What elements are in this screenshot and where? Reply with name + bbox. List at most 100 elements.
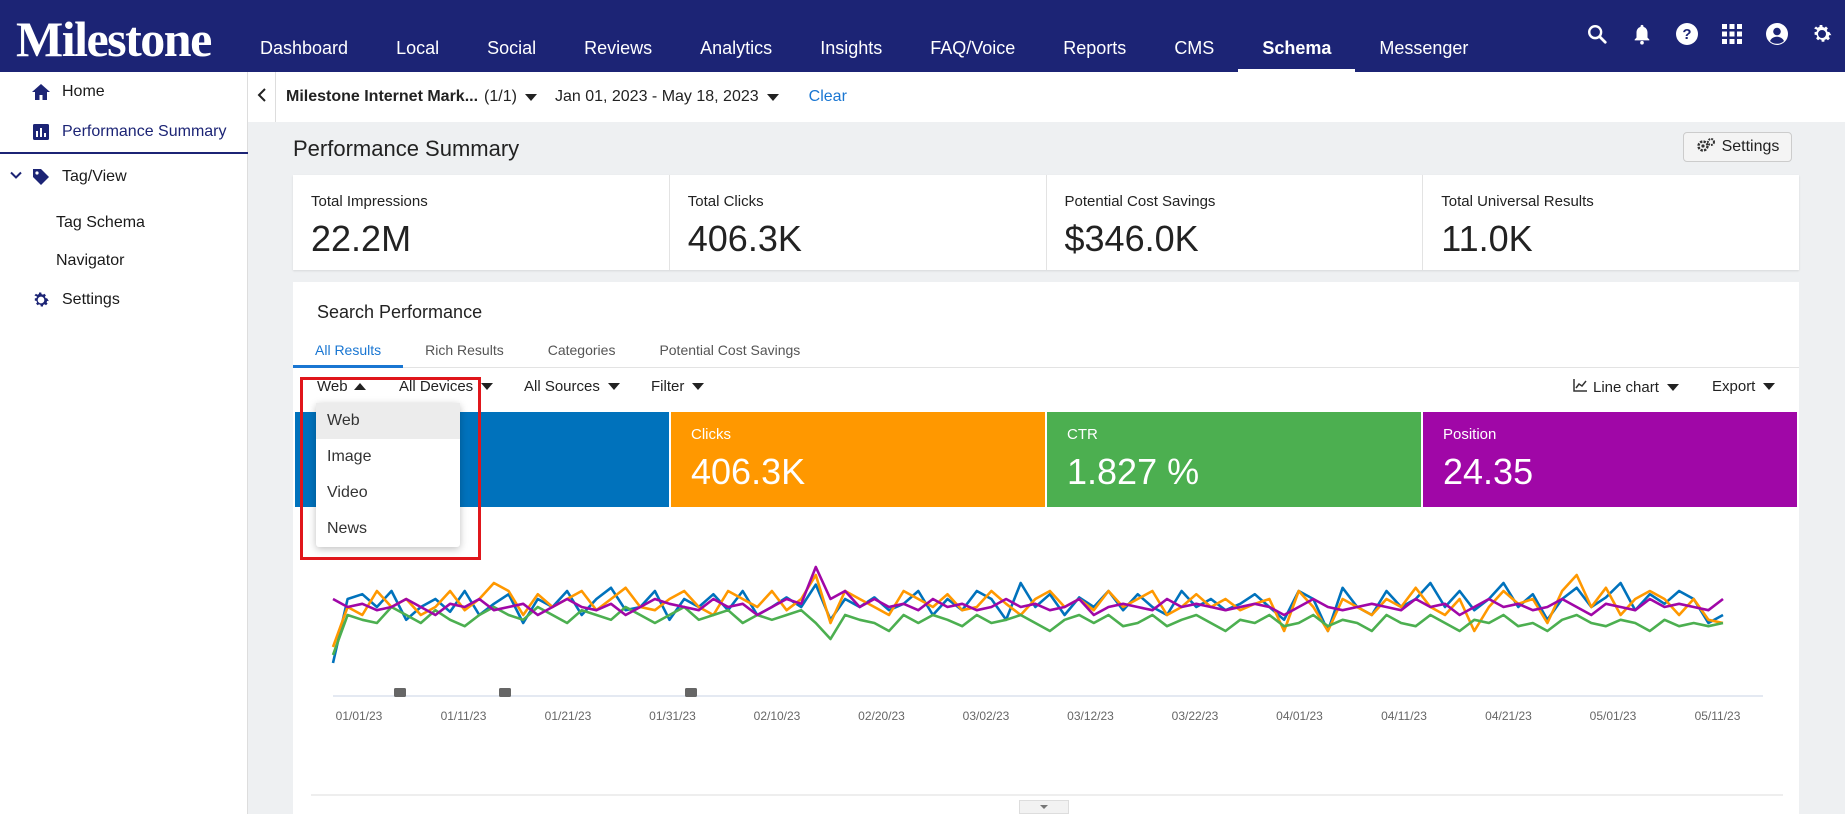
metric-label: Position <box>1443 426 1497 443</box>
kpi-row: Total Impressions 22.2M Total Clicks 406… <box>293 175 1799 270</box>
nav-item-reviews[interactable]: Reviews <box>584 38 653 58</box>
account-name: Milestone Internet Mark... <box>286 88 479 105</box>
annotation-marker-icon[interactable] <box>394 688 406 697</box>
card-title: Search Performance <box>317 302 483 322</box>
tag-icon <box>30 166 52 188</box>
tab-rich-results[interactable]: Rich Results <box>425 342 504 358</box>
metric-label: CTR <box>1067 426 1098 443</box>
apps-grid-icon[interactable] <box>1718 20 1745 47</box>
menu-item-news[interactable]: News <box>327 520 368 537</box>
caret-up-icon <box>353 383 366 390</box>
sidebar-item-performance-summary[interactable]: Performance Summary <box>0 112 248 154</box>
series-line-ctr <box>331 605 1724 656</box>
search-type-menu: Web Image Video News <box>316 403 460 547</box>
sidebar-item-label: Navigator <box>56 252 125 269</box>
nav-item-local[interactable]: Local <box>396 38 440 58</box>
sources-dropdown[interactable]: All Sources <box>524 378 620 395</box>
search-type-dropdown[interactable]: Web <box>317 378 366 395</box>
export-dropdown[interactable]: Export <box>1712 378 1776 395</box>
kpi-label: Total Universal Results <box>1441 193 1594 210</box>
devices-dropdown[interactable]: All Devices <box>399 378 494 395</box>
top-nav-bar: Milestone Dashboard Local Social Reviews Ana… <box>0 0 1845 72</box>
help-icon[interactable]: ? <box>1673 20 1700 47</box>
metric-card-clicks[interactable]: Clicks 406.3K <box>671 412 1045 507</box>
chevron-left-icon <box>256 87 268 108</box>
account-count: (1/1) <box>484 88 517 105</box>
x-tick-label: 04/21/23 <box>1485 709 1532 723</box>
expand-handle[interactable] <box>1019 800 1069 814</box>
chart-type-dropdown[interactable]: Line chart <box>1573 378 1679 396</box>
account-selector[interactable]: Milestone Internet Mark... (1/1) <box>286 88 537 106</box>
sidebar-item-label: Settings <box>62 291 120 308</box>
kpi-card: Total Universal Results 11.0K <box>1423 175 1799 270</box>
sources-value: All Sources <box>524 378 600 395</box>
top-icons: ? <box>1583 20 1835 47</box>
nav-item-reports[interactable]: Reports <box>1063 38 1127 58</box>
nav-item-dashboard[interactable]: Dashboard <box>260 38 349 58</box>
filter-bar: Milestone Internet Mark... (1/1) Jan 01,… <box>248 72 1845 122</box>
search-type-value: Web <box>317 378 348 395</box>
caret-down-icon <box>1763 383 1776 390</box>
nav-item-messenger[interactable]: Messenger <box>1379 38 1469 58</box>
settings-button[interactable]: Settings <box>1683 132 1792 162</box>
annotation-marker-icon[interactable] <box>499 688 511 697</box>
kpi-card: Potential Cost Savings $346.0K <box>1047 175 1424 270</box>
nav-item-insights[interactable]: Insights <box>820 38 883 58</box>
kpi-value: 406.3K <box>687 218 802 259</box>
tab-all-results[interactable]: All Results <box>293 338 404 368</box>
tab-categories[interactable]: Categories <box>547 342 616 358</box>
caret-down-icon <box>524 93 537 101</box>
sidebar-item-navigator[interactable]: Navigator <box>0 241 248 281</box>
collapse-sidebar-button[interactable] <box>248 72 276 122</box>
kpi-value: 22.2M <box>311 218 412 259</box>
metric-card-position[interactable]: Position 24.35 <box>1423 412 1797 507</box>
search-icon[interactable] <box>1583 20 1610 47</box>
metric-card-ctr[interactable]: CTR 1.827 % <box>1047 412 1421 507</box>
tab-bar: All Results Rich Results Categories Pote… <box>293 338 1799 368</box>
chevron-down-icon[interactable] <box>8 167 24 188</box>
sidebar-item-tag-schema[interactable]: Tag Schema <box>0 203 248 243</box>
sidebar-item-label: Tag/View <box>62 168 127 185</box>
account-icon[interactable] <box>1763 20 1790 47</box>
filter-dropdown[interactable]: Filter <box>651 378 705 395</box>
tab-potential-cost-savings[interactable]: Potential Cost Savings <box>659 342 801 358</box>
bell-icon[interactable] <box>1628 20 1655 47</box>
menu-item-image[interactable]: Image <box>327 448 372 465</box>
nav-item-cms[interactable]: CMS <box>1174 38 1215 58</box>
metric-row: Clicks 406.3K CTR 1.827 % Position 24.35 <box>295 412 1797 507</box>
gear-icon[interactable] <box>1808 20 1835 47</box>
sidebar: Home Performance Summary Tag/View Tag Sc… <box>0 72 248 814</box>
sidebar-item-settings[interactable]: Settings <box>0 280 248 320</box>
annotation-marker-icon[interactable] <box>685 688 697 697</box>
nav-item-faq-voice[interactable]: FAQ/Voice <box>930 38 1016 58</box>
kpi-label: Total Impressions <box>311 193 428 210</box>
nav-item-social[interactable]: Social <box>487 38 537 58</box>
bar-chart-icon <box>30 121 52 143</box>
x-tick-label: 02/10/23 <box>754 709 801 723</box>
main-nav: Dashboard Local Social Reviews Analytics Insi… <box>236 0 1492 72</box>
page-title: Performance Summary <box>293 136 520 161</box>
chart-toolbar: Web All Devices All Sources Filter Line … <box>293 368 1799 408</box>
x-tick-label: 04/01/23 <box>1276 709 1323 723</box>
nav-item-analytics[interactable]: Analytics <box>700 38 773 58</box>
chart-type-value: Line chart <box>1593 378 1659 396</box>
kpi-label: Total Clicks <box>687 193 764 210</box>
x-tick-label: 03/22/23 <box>1172 709 1219 723</box>
x-tick-label: 03/02/23 <box>963 709 1010 723</box>
nav-item-schema[interactable]: Schema <box>1238 0 1356 72</box>
sidebar-item-tag-view[interactable]: Tag/View <box>0 157 248 197</box>
metric-value: 1.827 % <box>1067 451 1200 492</box>
search-performance-card: Search Performance All Results Rich Resu… <box>293 282 1799 814</box>
date-range-selector[interactable]: Jan 01, 2023 - May 18, 2023 <box>555 88 779 106</box>
metric-value: 24.35 <box>1443 451 1534 492</box>
menu-item-web[interactable]: Web <box>316 403 460 439</box>
filter-value: Filter <box>651 378 685 395</box>
caret-down-icon <box>1040 805 1048 809</box>
caret-down-icon <box>607 383 620 390</box>
clear-link[interactable]: Clear <box>808 88 847 105</box>
sidebar-item-home[interactable]: Home <box>0 72 248 112</box>
menu-item-video[interactable]: Video <box>327 484 368 501</box>
caret-down-icon <box>481 383 494 390</box>
caret-down-icon <box>1666 383 1679 391</box>
brand-logo[interactable]: Milestone <box>16 11 212 67</box>
